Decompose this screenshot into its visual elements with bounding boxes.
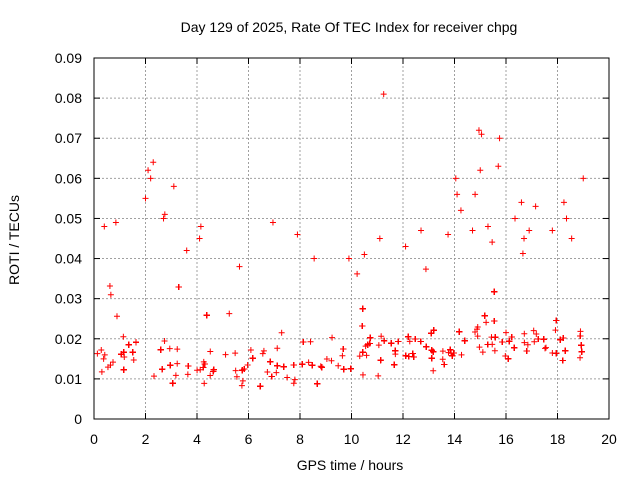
data-point bbox=[232, 350, 239, 357]
data-point bbox=[479, 349, 486, 356]
data-point bbox=[113, 313, 120, 320]
data-point bbox=[335, 362, 342, 369]
data-point bbox=[207, 348, 214, 355]
data-point bbox=[260, 347, 267, 354]
data-point bbox=[577, 354, 584, 361]
data-point bbox=[375, 342, 382, 349]
data-point bbox=[503, 329, 510, 336]
data-point bbox=[323, 355, 330, 362]
data-point bbox=[359, 371, 366, 378]
data-point bbox=[98, 368, 105, 375]
data-point bbox=[207, 372, 214, 379]
data-point bbox=[542, 344, 549, 351]
data-point bbox=[98, 346, 105, 353]
data-point bbox=[284, 374, 291, 381]
data-point bbox=[100, 355, 107, 362]
data-point bbox=[233, 373, 240, 380]
data-point bbox=[107, 291, 114, 298]
data-point bbox=[222, 351, 229, 358]
data-point bbox=[542, 345, 549, 352]
data-point bbox=[172, 372, 179, 379]
data-point bbox=[378, 333, 385, 340]
grid-lines bbox=[94, 58, 609, 419]
data-point bbox=[439, 348, 446, 355]
data-point bbox=[476, 344, 483, 351]
data-point bbox=[533, 331, 540, 338]
data-point bbox=[524, 341, 531, 348]
data-point bbox=[274, 345, 281, 352]
data-point bbox=[101, 351, 108, 358]
data-point bbox=[363, 352, 370, 359]
data-point bbox=[107, 362, 114, 369]
data-point bbox=[474, 333, 481, 340]
data-point bbox=[439, 356, 446, 363]
data-point bbox=[317, 363, 324, 370]
data-point bbox=[552, 327, 559, 334]
data-point bbox=[375, 372, 382, 379]
data-point bbox=[94, 350, 101, 357]
data-point bbox=[244, 361, 251, 368]
data-point bbox=[489, 239, 496, 246]
data-point bbox=[120, 333, 127, 340]
data-point bbox=[531, 338, 538, 345]
data-point bbox=[291, 376, 298, 383]
data-point bbox=[474, 323, 481, 330]
data-point bbox=[174, 346, 181, 353]
chart-title: Day 129 of 2025, Rate Of TEC Index for r… bbox=[181, 19, 518, 35]
data-point bbox=[151, 373, 158, 380]
data-point bbox=[307, 338, 314, 345]
data-point bbox=[174, 360, 181, 367]
data-point bbox=[184, 371, 191, 378]
data-point bbox=[491, 347, 498, 354]
data-point bbox=[166, 345, 173, 352]
data-point bbox=[239, 377, 246, 384]
data-point bbox=[194, 367, 201, 374]
data-point bbox=[329, 334, 336, 341]
data-point bbox=[106, 282, 113, 289]
data-point bbox=[264, 369, 271, 375]
data-point bbox=[354, 270, 361, 277]
data-point bbox=[305, 359, 312, 366]
data-point bbox=[110, 359, 117, 366]
data-point bbox=[430, 367, 437, 374]
data-point bbox=[502, 352, 509, 359]
data-point bbox=[406, 338, 413, 345]
data-point bbox=[259, 350, 266, 357]
data-point bbox=[530, 327, 537, 334]
data-point bbox=[273, 369, 280, 376]
data-point bbox=[121, 354, 128, 361]
data-point bbox=[521, 339, 528, 346]
data-point bbox=[356, 353, 363, 360]
data-point bbox=[161, 338, 168, 345]
data-point bbox=[519, 250, 526, 257]
data-points bbox=[94, 91, 587, 390]
data-point bbox=[130, 357, 137, 364]
data-point bbox=[290, 380, 297, 387]
data-point bbox=[238, 382, 245, 389]
data-point bbox=[278, 329, 285, 336]
data-point bbox=[483, 319, 490, 326]
data-point bbox=[226, 310, 233, 317]
data-point bbox=[458, 351, 465, 358]
data-point bbox=[339, 352, 346, 359]
data-point bbox=[201, 380, 208, 387]
data-point bbox=[422, 266, 429, 273]
data-point bbox=[232, 367, 239, 374]
data-point bbox=[328, 357, 335, 364]
data-point bbox=[247, 346, 254, 353]
data-point bbox=[521, 330, 528, 337]
